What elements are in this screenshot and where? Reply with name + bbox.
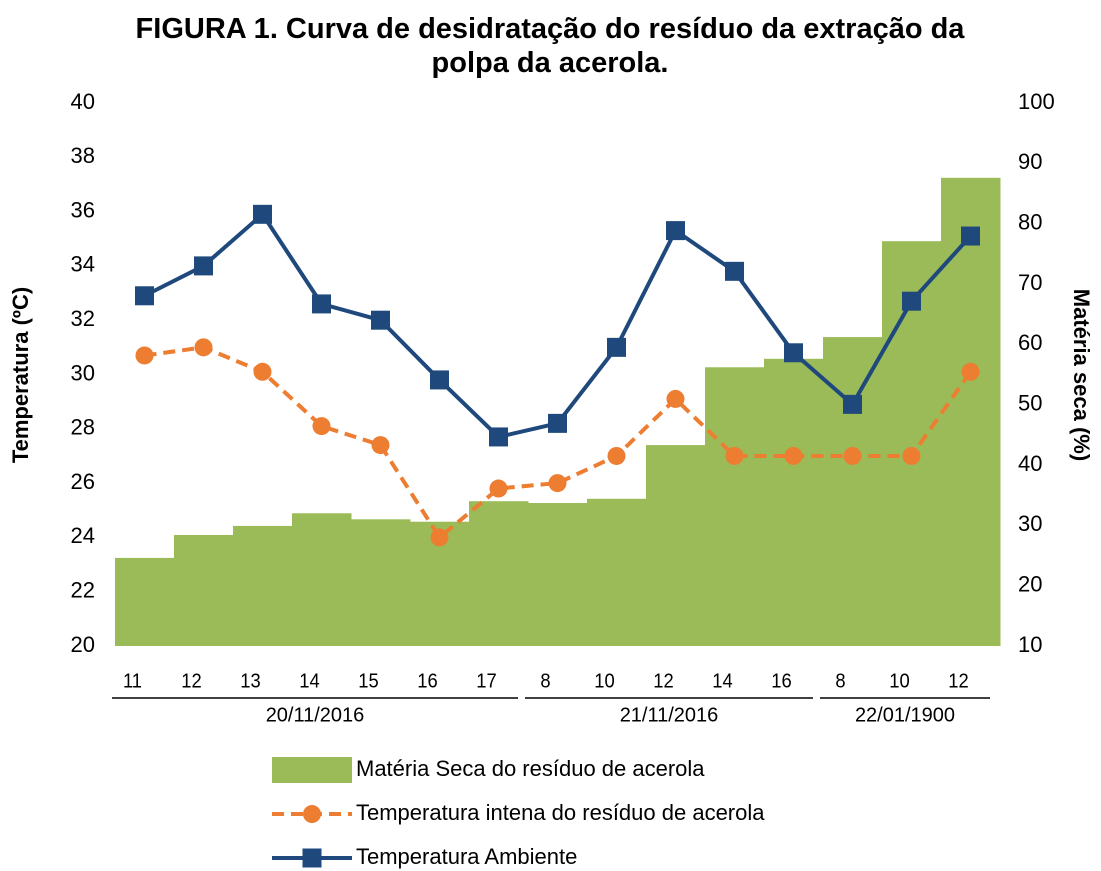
- y-tick-label: 26: [71, 469, 95, 494]
- point: [489, 427, 508, 447]
- y-tick-label: 20: [71, 632, 95, 657]
- y2-tick-label: 30: [1018, 511, 1042, 536]
- point: [489, 479, 508, 498]
- point: [902, 291, 921, 311]
- y-tick-label: 36: [71, 197, 95, 222]
- point: [135, 346, 154, 365]
- x-tick-label: 14: [299, 671, 320, 693]
- x-tick-label: 13: [240, 671, 260, 693]
- y2-axis-label: Matéria seca (%): [1069, 289, 1094, 461]
- point: [135, 286, 154, 306]
- x-tick-label: 10: [594, 671, 614, 693]
- point: [784, 343, 803, 363]
- bar: [646, 445, 706, 646]
- bar: [292, 513, 352, 646]
- y2-tick-label: 70: [1018, 270, 1042, 295]
- bar: [351, 519, 411, 646]
- point: [666, 389, 685, 408]
- y2-tick-label: 20: [1018, 571, 1042, 596]
- y2-tick-label: 40: [1018, 451, 1042, 476]
- y-tick-label: 40: [71, 89, 95, 114]
- legend-label: Temperatura Ambiente: [356, 844, 577, 869]
- group-label: 21/11/2016: [620, 704, 719, 726]
- x-tick-label: 12: [181, 671, 201, 693]
- group-label: 20/11/2016: [266, 704, 365, 726]
- point: [430, 370, 449, 390]
- line: [144, 345, 973, 541]
- point: [371, 436, 390, 455]
- point: [253, 204, 272, 224]
- legend-label: Temperatura intena do resíduo de acerola: [356, 800, 765, 825]
- legend-marker: [303, 805, 321, 823]
- legend-label: Matéria Seca do resíduo de acerola: [356, 756, 705, 781]
- x-tick-label: 14: [712, 671, 733, 693]
- point: [843, 394, 862, 414]
- bar: [115, 557, 175, 646]
- y2-tick-label: 80: [1018, 209, 1042, 234]
- point: [548, 474, 567, 493]
- group-label: 22/01/1900: [855, 704, 955, 726]
- y-tick-label: 32: [71, 306, 95, 331]
- point: [666, 221, 685, 241]
- point: [607, 337, 626, 357]
- y2-tick-label: 100: [1018, 89, 1055, 114]
- point: [961, 226, 980, 246]
- x-tick-label: 15: [358, 671, 378, 693]
- y-tick-label: 24: [71, 523, 95, 548]
- bar: [941, 177, 1001, 646]
- point: [312, 417, 331, 436]
- x-tick-label: 16: [771, 671, 791, 693]
- legend-marker: [302, 848, 322, 868]
- bar: [174, 534, 234, 646]
- x-tick-label: 8: [540, 671, 550, 693]
- point: [371, 310, 390, 330]
- bar: [587, 498, 647, 646]
- point: [843, 446, 862, 465]
- y2-tick-label: 10: [1018, 632, 1042, 657]
- bar: [469, 501, 529, 646]
- y-tick-label: 28: [71, 415, 95, 440]
- bar: [764, 358, 824, 646]
- y2-tick-label: 90: [1018, 149, 1042, 174]
- x-tick-label: 12: [653, 671, 673, 693]
- x-tick-label: 16: [417, 671, 437, 693]
- bar: [233, 525, 293, 646]
- point: [194, 338, 213, 357]
- y-axis-label: Temperatura (ºC): [8, 287, 33, 463]
- y-tick-label: 30: [71, 360, 95, 385]
- bar: [823, 337, 883, 646]
- point: [607, 446, 626, 465]
- point: [430, 528, 449, 547]
- y-tick-label: 38: [71, 143, 95, 168]
- x-tick-label: 12: [948, 671, 968, 693]
- chart-title: FIGURA 1. Curva de desidratação do resíd…: [135, 13, 965, 79]
- point: [784, 446, 803, 465]
- y2-tick-label: 50: [1018, 390, 1042, 415]
- y-tick-label: 34: [71, 252, 95, 277]
- y-tick-label: 22: [71, 578, 95, 603]
- y2-tick-label: 60: [1018, 330, 1042, 355]
- point: [725, 261, 744, 281]
- point: [194, 256, 213, 276]
- point: [548, 413, 567, 433]
- legend-swatch: [272, 757, 352, 783]
- point: [961, 362, 980, 381]
- bar: [528, 503, 588, 646]
- x-tick-label: 17: [476, 671, 496, 693]
- x-tick-label: 8: [835, 671, 845, 693]
- point: [253, 362, 272, 381]
- bar: [705, 367, 765, 646]
- point: [902, 446, 921, 465]
- x-tick-label: 11: [123, 671, 142, 693]
- x-tick-label: 10: [889, 671, 909, 693]
- point: [312, 294, 331, 314]
- point: [725, 446, 744, 465]
